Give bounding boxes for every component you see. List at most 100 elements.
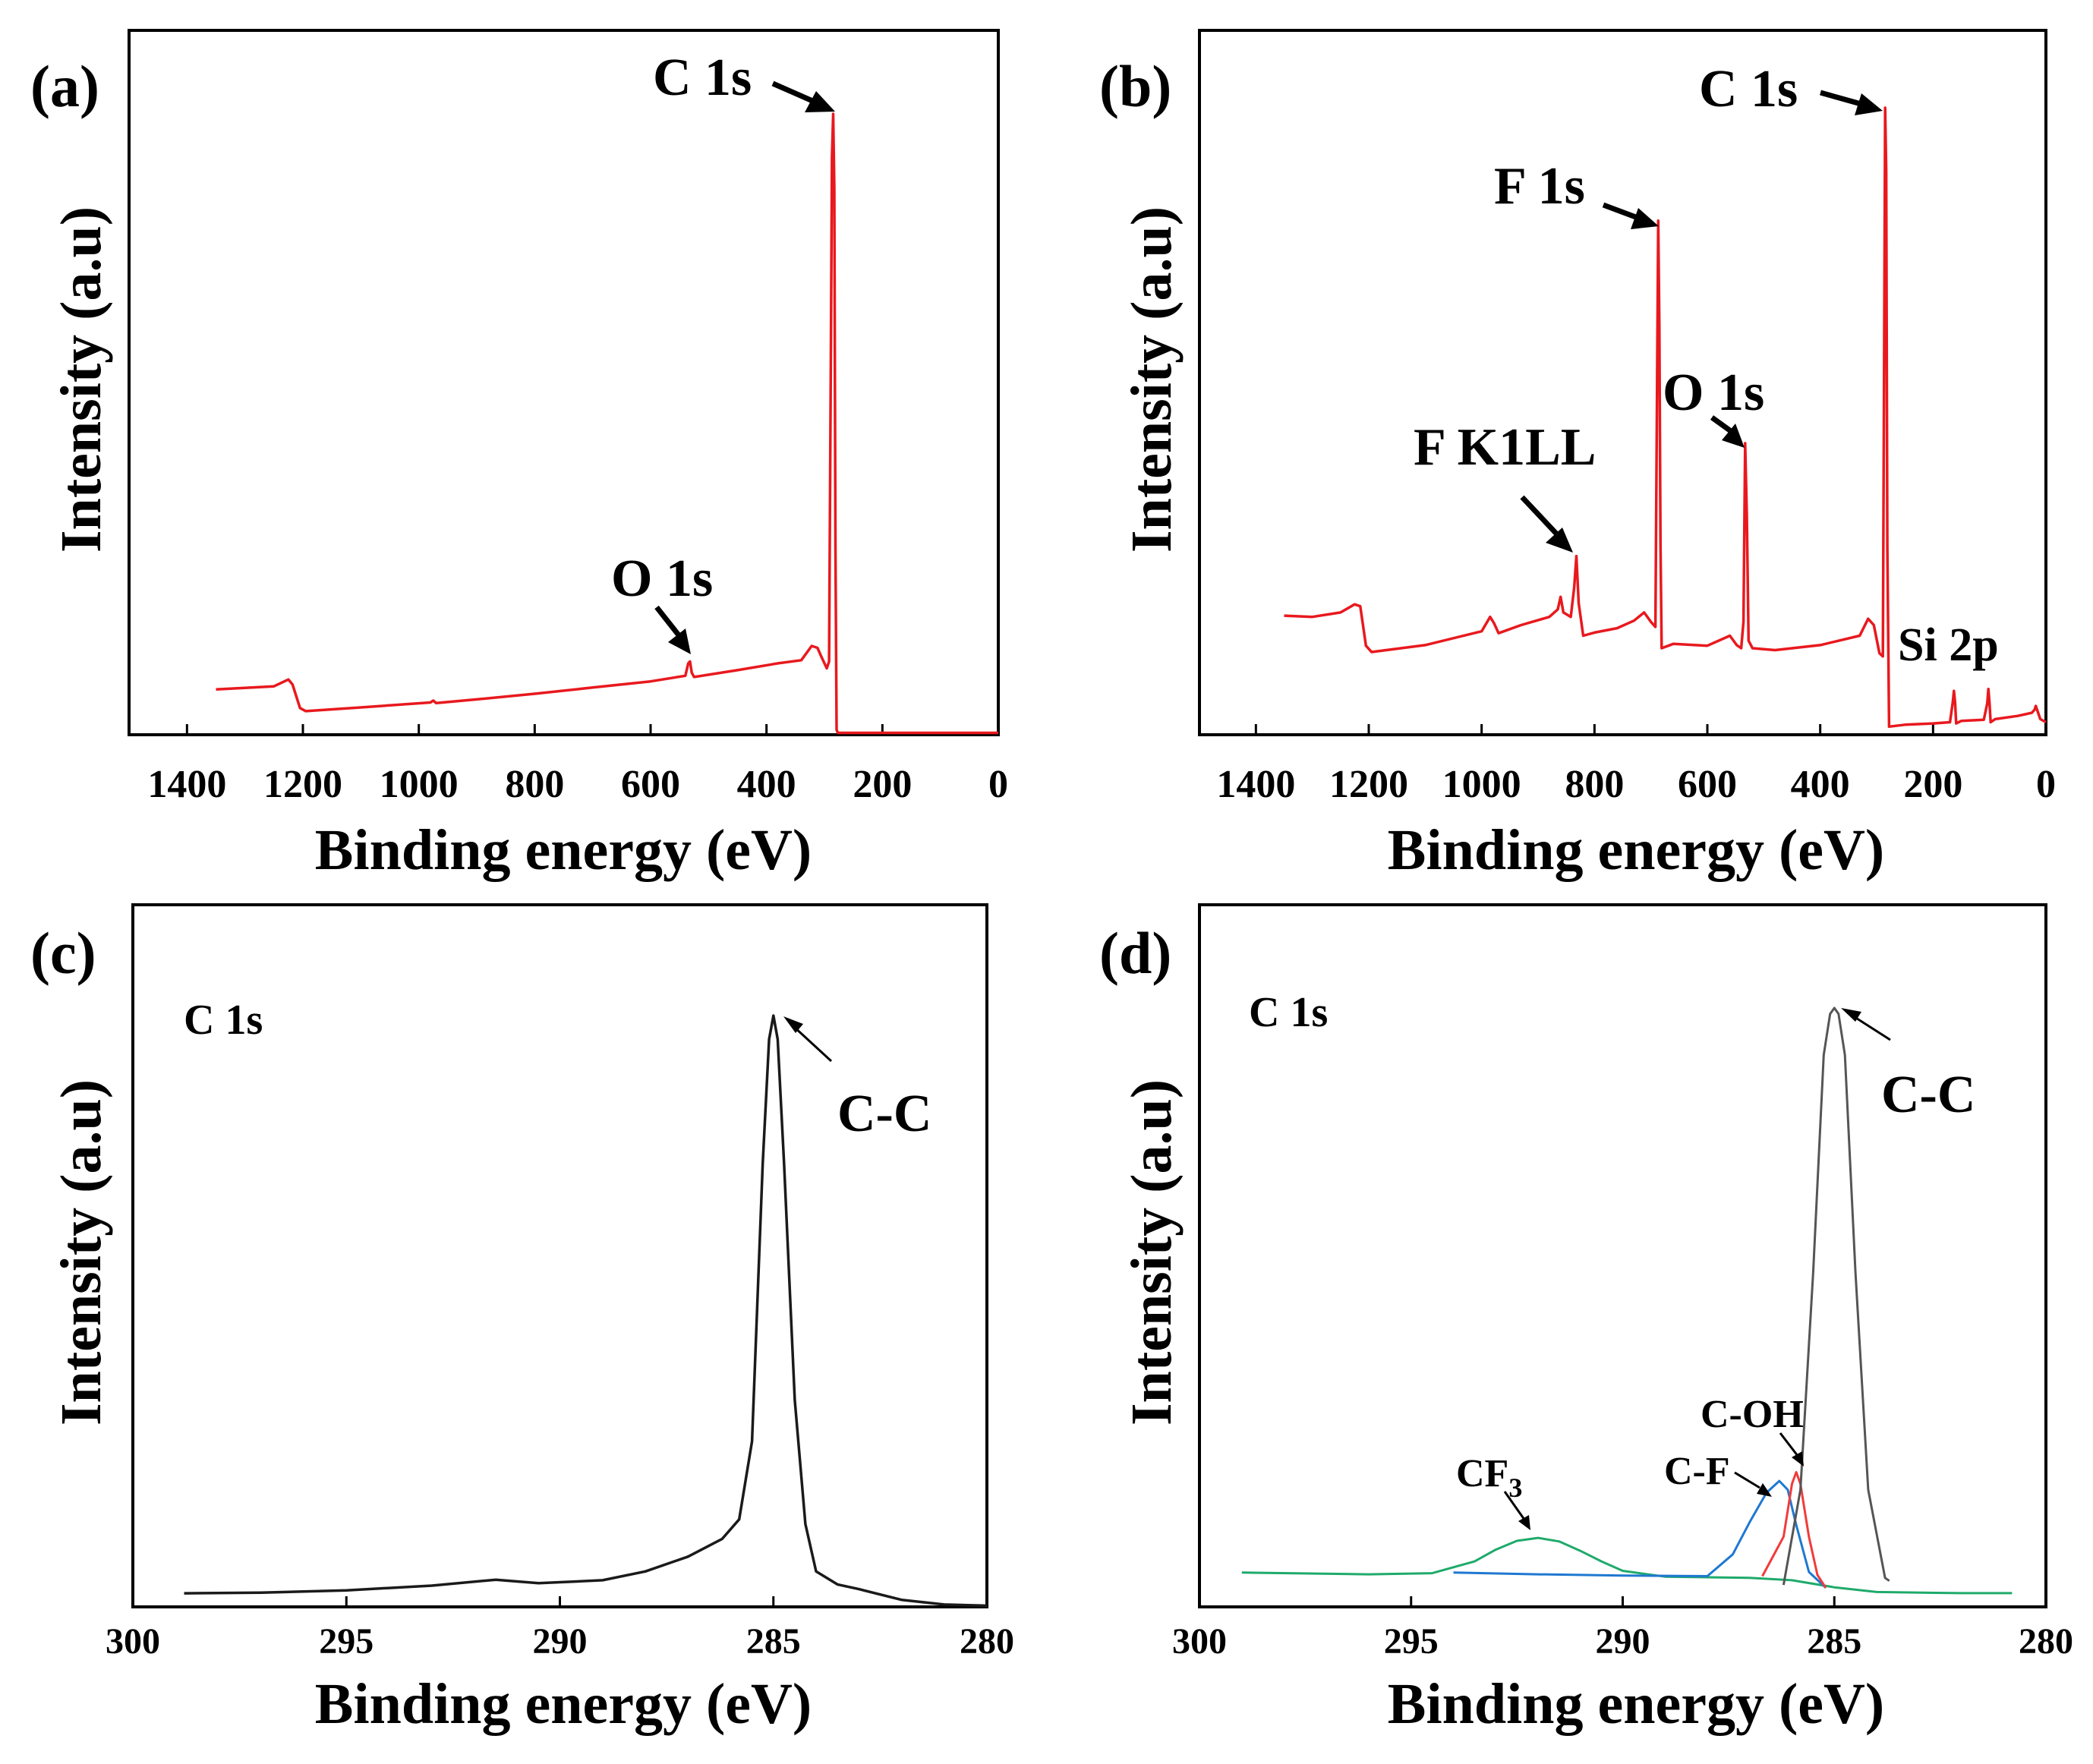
survey-line-a: [216, 112, 998, 735]
annotation-text-cc-d: C-C: [1881, 1066, 1975, 1124]
annotation-cf3-d: CF3: [1456, 1452, 1530, 1530]
x-axis-label-d: Binding energy (eV): [1388, 1672, 1884, 1736]
arrowhead-cc-d: [1841, 1008, 1861, 1022]
x-tick-label-d: 280: [2019, 1621, 2073, 1662]
annotation-text-f1s-b: F 1s: [1494, 157, 1585, 216]
inner-label-c1s-d: C 1s: [1249, 989, 1328, 1036]
panel-label-c: (c): [30, 920, 96, 986]
y-axis-label-a: Intensity (a.u): [49, 206, 113, 553]
annotation-cf-d: C-F: [1664, 1450, 1772, 1497]
arrow-cc-c: [792, 1025, 833, 1063]
ticks-d: 300 295 290 285 280: [1172, 1596, 2073, 1662]
inner-label-c1s-c: C 1s: [184, 997, 263, 1044]
x-tick-label-b: 600: [1678, 763, 1737, 806]
x-tick-label-b: 1000: [1442, 763, 1521, 806]
annotation-o1s-b: O 1s: [1663, 364, 1764, 448]
annotation-c1s-a: C 1s: [653, 49, 835, 112]
x-tick-label-d: 295: [1384, 1621, 1439, 1662]
arrowhead-cf3-d: [1518, 1515, 1530, 1530]
annotation-text-c1s-a: C 1s: [653, 49, 752, 107]
annotation-cc-c: C-C: [783, 1016, 931, 1143]
y-axis-label-b: Intensity (a.u): [1120, 206, 1184, 553]
fit-line-cf3: [1241, 1536, 2013, 1595]
x-tick-label-a: 1400: [147, 763, 226, 806]
arrowhead-fk1ll-b: [1546, 528, 1573, 553]
arrowhead-cf-d: [1757, 1483, 1772, 1497]
plot-frame-a: [128, 29, 1000, 736]
arrowhead-o1s-a: [668, 628, 691, 654]
x-tick-label-a: 400: [737, 763, 796, 806]
x-tick-label-a: 200: [853, 763, 912, 806]
fit-lines-d: [1241, 1006, 2013, 1595]
annotation-text-o1s-a: O 1s: [611, 550, 713, 608]
panel-label-a: (a): [30, 53, 99, 119]
fit-line-c-oh: [1761, 1471, 1827, 1589]
annotation-text-c1s-b: C 1s: [1699, 60, 1798, 118]
arrowhead-coh-d: [1792, 1451, 1804, 1466]
annotation-text-cc-c: C-C: [837, 1085, 931, 1143]
x-tick-label-c: 280: [960, 1621, 1014, 1662]
x-axis-label-a: Binding energy (eV): [315, 818, 812, 882]
x-tick-label-c: 300: [106, 1621, 160, 1662]
arrowhead-c1s-a: [805, 91, 835, 112]
arrow-cf-d: [1734, 1471, 1760, 1489]
annotation-f1s-b: F 1s: [1494, 157, 1659, 229]
arrow-f1s-b: [1602, 202, 1641, 222]
c1s-line-c: [184, 1014, 988, 1608]
x-tick-label-b: 1400: [1216, 763, 1295, 806]
annotation-text-coh-d: C-OH: [1701, 1393, 1804, 1436]
x-tick-label-b: 200: [1903, 763, 1962, 806]
arrow-fk1ll-b: [1520, 495, 1560, 537]
x-tick-label-b: 0: [2036, 763, 2056, 806]
ticks-b: 1400 1200 1000 800 600 400 200 0: [1216, 724, 2056, 806]
x-tick-label-b: 800: [1565, 763, 1624, 806]
plot-frame-b: [1198, 29, 2047, 736]
x-tick-label-b: 1200: [1329, 763, 1408, 806]
arrow-coh-d: [1779, 1432, 1799, 1457]
x-tick-label-c: 295: [319, 1621, 374, 1662]
panel-a: (a) 1400 1200 1000 800 600 400 200 0 C 1s O 1s …: [30, 29, 1008, 882]
annotation-cc-d: C-C: [1841, 1008, 1975, 1124]
arrowhead-c1s-b: [1855, 93, 1883, 115]
annotation-text-o1s-b: O 1s: [1663, 364, 1764, 422]
x-axis-label-c: Binding energy (eV): [315, 1672, 812, 1736]
fit-line-c-c: [1782, 1006, 1890, 1586]
panel-label-b: (b): [1099, 53, 1171, 119]
x-tick-label-a: 800: [505, 763, 564, 806]
arrow-o1s-a: [654, 605, 682, 638]
annotation-o1s-a: O 1s: [611, 550, 713, 654]
panel-b: (b) 1400 1200 1000 800 600 400 200 0 C 1s F 1s …: [1099, 29, 2056, 882]
x-tick-label-c: 285: [746, 1621, 801, 1662]
annotation-text-cf-d: C-F: [1664, 1450, 1730, 1493]
arrowhead-f1s-b: [1631, 208, 1659, 229]
x-tick-label-d: 285: [1807, 1621, 1861, 1662]
arrow-o1s-b: [1710, 415, 1733, 433]
survey-line-b: [1284, 106, 2047, 729]
x-tick-label-a: 0: [988, 763, 1008, 806]
x-tick-label-d: 300: [1172, 1621, 1227, 1662]
panel-d: (d) C 1s 300 295 290 285 280 C-C C-OH C-F CF…: [1099, 903, 2073, 1736]
panel-label-d: (d): [1099, 920, 1171, 986]
ticks-c: 300 295 290 285 280: [106, 1596, 1014, 1662]
arrow-c1s-b: [1820, 90, 1864, 108]
panel-c: (c) C 1s 300 295 290 285 280 C-C Binding ene…: [30, 903, 1014, 1736]
arrow-cf3-d: [1503, 1491, 1526, 1520]
y-axis-label-c: Intensity (a.u): [49, 1079, 113, 1425]
annotation-fk1ll-b: F K1LL: [1414, 418, 1597, 553]
arrow-cc-d: [1852, 1014, 1891, 1041]
x-tick-label-a: 1000: [380, 763, 459, 806]
ticks-a: 1400 1200 1000 800 600 400 200 0: [147, 724, 1008, 806]
x-tick-label-d: 290: [1596, 1621, 1650, 1662]
arrowhead-o1s-b: [1722, 424, 1745, 448]
x-tick-label-a: 600: [621, 763, 680, 806]
fit-line-c-f: [1453, 1479, 1827, 1589]
x-tick-label-a: 1200: [263, 763, 342, 806]
y-axis-label-d: Intensity (a.u): [1120, 1079, 1184, 1425]
arrow-c1s-a: [771, 80, 818, 106]
x-tick-label-c: 290: [533, 1621, 588, 1662]
annotation-text-si2p-b: Si 2p: [1898, 619, 1999, 671]
annotation-coh-d: C-OH: [1701, 1393, 1804, 1466]
arrowhead-cc-c: [783, 1016, 803, 1033]
annotation-text-cf3-d: CF3: [1456, 1452, 1522, 1503]
